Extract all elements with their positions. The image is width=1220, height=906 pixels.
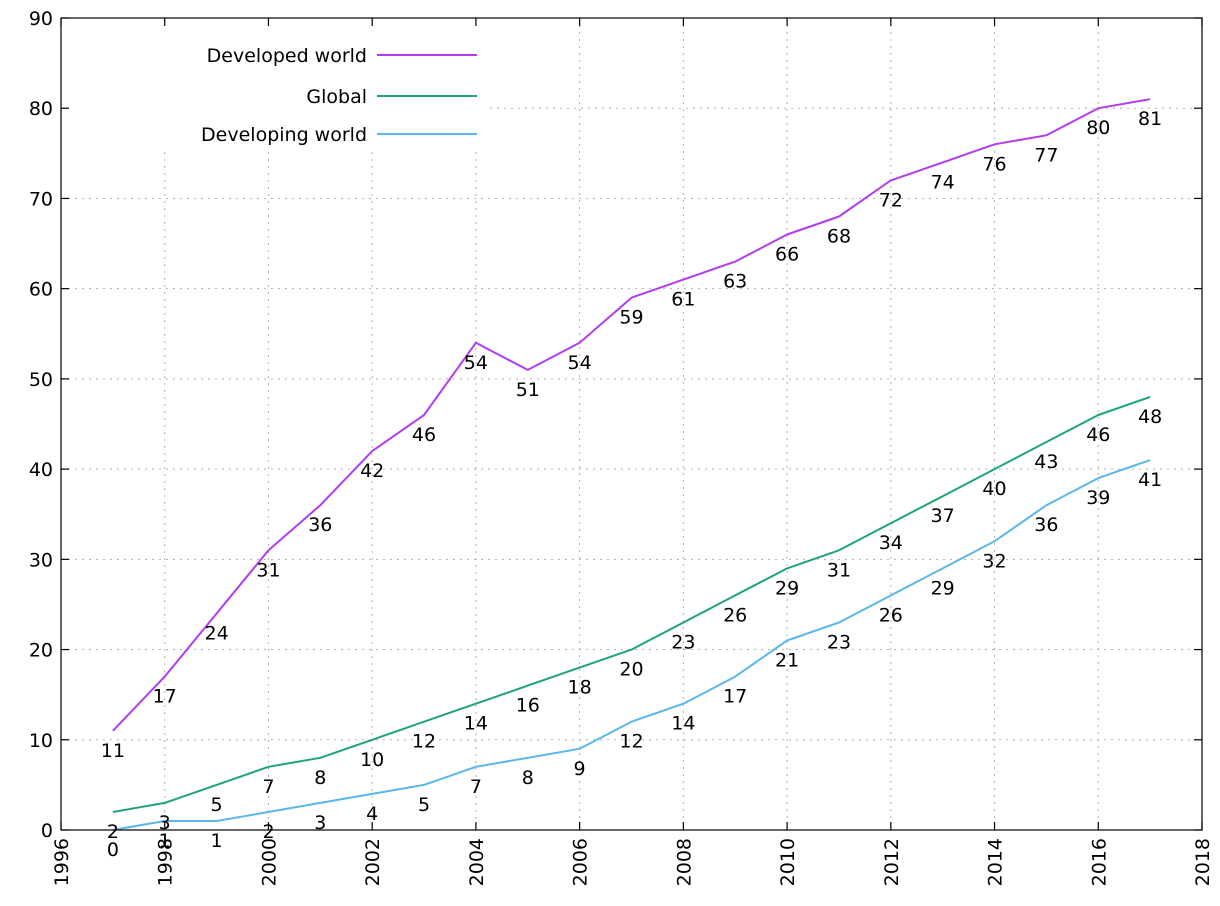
- data-label-2: 29: [931, 577, 955, 599]
- data-label-1: 8: [314, 767, 326, 789]
- y-tick-label: 30: [29, 549, 53, 571]
- data-label-1: 16: [516, 695, 540, 717]
- data-label-0: 31: [256, 559, 280, 581]
- x-tick-label: 2004: [466, 838, 488, 886]
- series-line-1: [112, 395, 1151, 813]
- data-label-2: 26: [879, 604, 903, 626]
- data-label-0: 17: [153, 686, 177, 708]
- data-label-0: 77: [1034, 144, 1058, 166]
- data-label-0: 51: [516, 379, 540, 401]
- data-label-2: 21: [775, 650, 799, 672]
- data-label-2: 9: [574, 758, 586, 780]
- data-label-2: 3: [314, 812, 326, 834]
- x-tick-label: 2000: [258, 838, 280, 886]
- data-label-2: 7: [470, 776, 482, 798]
- x-tick-label: 2010: [777, 838, 799, 886]
- y-tick-label: 70: [29, 188, 53, 210]
- data-label-2: 36: [1034, 514, 1058, 536]
- legend: Developed world Global Developing world: [201, 45, 477, 146]
- x-tick-label: 2012: [881, 838, 903, 886]
- series-line-2: [112, 459, 1151, 831]
- data-label-1: 2: [107, 821, 119, 843]
- data-label-1: 5: [211, 794, 223, 816]
- data-label-0: 74: [931, 171, 955, 193]
- data-label-0: 72: [879, 189, 903, 211]
- data-label-2: 32: [982, 550, 1006, 572]
- data-label-1: 37: [931, 505, 955, 527]
- data-label-0: 24: [205, 623, 229, 645]
- x-tick-label: 1998: [155, 838, 177, 886]
- data-label-0: 59: [619, 307, 643, 329]
- x-tick-label: 2008: [673, 838, 695, 886]
- data-label-0: 54: [568, 352, 592, 374]
- data-label-0: 46: [412, 424, 436, 446]
- data-label-2: 1: [211, 830, 223, 852]
- y-tick-label: 0: [41, 820, 53, 842]
- data-label-0: 54: [464, 352, 488, 374]
- data-label-1: 7: [262, 776, 274, 798]
- legend-label: Developed world: [207, 45, 367, 67]
- data-label-2: 12: [619, 731, 643, 753]
- data-label-1: 43: [1034, 451, 1058, 473]
- data-label-0: 63: [723, 271, 747, 293]
- x-tick-label: 2018: [1192, 838, 1214, 886]
- data-label-1: 14: [464, 713, 488, 735]
- data-label-2: 5: [418, 794, 430, 816]
- data-label-0: 61: [671, 289, 695, 311]
- data-label-2: 17: [723, 686, 747, 708]
- y-tick-label: 50: [29, 369, 53, 391]
- y-tick-label: 60: [29, 279, 53, 301]
- y-tick-label: 20: [29, 640, 53, 662]
- data-label-2: 41: [1138, 469, 1162, 491]
- y-tick-label: 10: [29, 730, 53, 752]
- data-label-0: 80: [1086, 117, 1110, 139]
- data-label-2: 14: [671, 713, 695, 735]
- plot-border: [60, 17, 1203, 831]
- data-label-2: 39: [1086, 487, 1110, 509]
- data-label-1: 20: [619, 659, 643, 681]
- plot-frame: [60, 17, 1203, 831]
- series-lines: [112, 98, 1151, 831]
- data-label-1: 34: [879, 532, 903, 554]
- legend-label: Developing world: [201, 124, 367, 146]
- x-tick-label: 1996: [51, 838, 73, 886]
- data-label-0: 42: [360, 460, 384, 482]
- y-tick-label: 90: [29, 8, 53, 30]
- data-label-0: 66: [775, 244, 799, 266]
- data-label-1: 23: [671, 632, 695, 654]
- legend-label: Global: [306, 86, 367, 108]
- data-label-0: 76: [982, 153, 1006, 175]
- data-label-2: 1: [159, 830, 171, 852]
- data-label-0: 68: [827, 226, 851, 248]
- data-label-1: 12: [412, 731, 436, 753]
- data-label-1: 46: [1086, 424, 1110, 446]
- x-tick-label: 2006: [570, 838, 592, 886]
- series-line-0: [112, 98, 1151, 732]
- data-label-2: 8: [522, 767, 534, 789]
- data-label-1: 31: [827, 559, 851, 581]
- y-tick-label: 40: [29, 459, 53, 481]
- data-label-1: 40: [982, 478, 1006, 500]
- data-label-1: 18: [568, 677, 592, 699]
- data-label-1: 10: [360, 749, 384, 771]
- data-label-1: 26: [723, 604, 747, 626]
- x-tick-label: 2016: [1088, 838, 1110, 886]
- data-label-2: 23: [827, 632, 851, 654]
- data-label-1: 29: [775, 577, 799, 599]
- data-label-0: 36: [308, 514, 332, 536]
- y-tick-label: 80: [29, 98, 53, 120]
- x-tick-label: 2014: [985, 838, 1007, 886]
- grid: [61, 18, 1202, 830]
- data-label-2: 0: [107, 839, 119, 861]
- data-label-0: 81: [1138, 108, 1162, 130]
- x-tick-label: 2002: [362, 838, 384, 886]
- data-label-2: 2: [262, 821, 274, 843]
- data-label-1: 3: [159, 812, 171, 834]
- data-label-1: 48: [1138, 406, 1162, 428]
- data-label-2: 4: [366, 803, 378, 825]
- data-label-0: 11: [101, 740, 125, 762]
